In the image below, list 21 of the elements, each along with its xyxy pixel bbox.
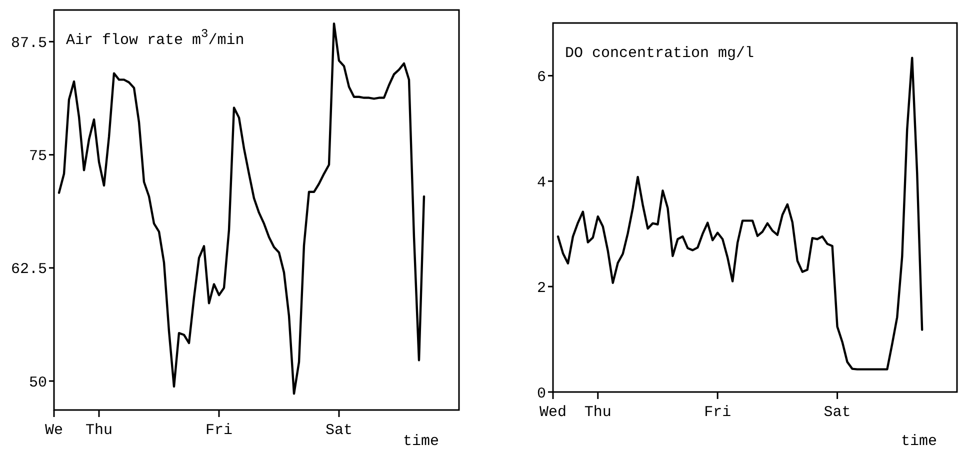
y-tick-label: 62.5 — [10, 261, 47, 278]
x-tick-label: Fri — [205, 422, 233, 439]
x-tick-label: Sat — [325, 422, 353, 439]
x-tick-label: Thu — [584, 404, 612, 421]
text: DO concentration mg/l — [565, 45, 754, 62]
y-tick-label: 75 — [28, 148, 47, 166]
x-tick-label: Thu — [85, 422, 113, 439]
x-tick-label: Fri — [704, 404, 732, 421]
x-tick-label: Wed — [539, 404, 567, 421]
y-tick-label: 2 — [536, 280, 546, 297]
y-tick-label: 50 — [28, 374, 47, 392]
y-tick-label: 87.5 — [10, 34, 47, 52]
x-axis-title: time — [402, 433, 439, 450]
x-tick-label: Sat — [824, 404, 851, 421]
text: Air flow rate m$^{3}$/min — [66, 27, 244, 49]
y-tick-label: 6 — [536, 68, 546, 86]
line-series — [58, 22, 426, 395]
x-tick-label: We — [44, 422, 64, 439]
y-tick-label: 0 — [536, 385, 546, 402]
x-axis-title: time — [900, 433, 937, 450]
y-tick-label: 4 — [536, 174, 546, 192]
